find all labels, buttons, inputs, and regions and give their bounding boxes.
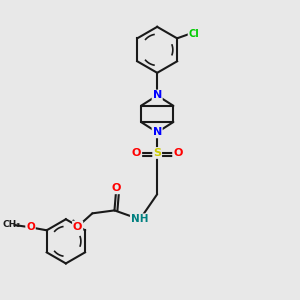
Text: O: O	[111, 183, 121, 193]
Text: Cl: Cl	[188, 29, 199, 39]
Text: NH: NH	[131, 214, 148, 224]
Text: O: O	[26, 222, 35, 232]
Text: N: N	[153, 91, 162, 100]
Text: O: O	[132, 148, 141, 158]
Text: O: O	[173, 148, 182, 158]
Text: CH₃: CH₃	[2, 220, 20, 230]
Text: N: N	[153, 127, 162, 137]
Text: O: O	[73, 222, 82, 232]
Text: S: S	[153, 148, 161, 158]
